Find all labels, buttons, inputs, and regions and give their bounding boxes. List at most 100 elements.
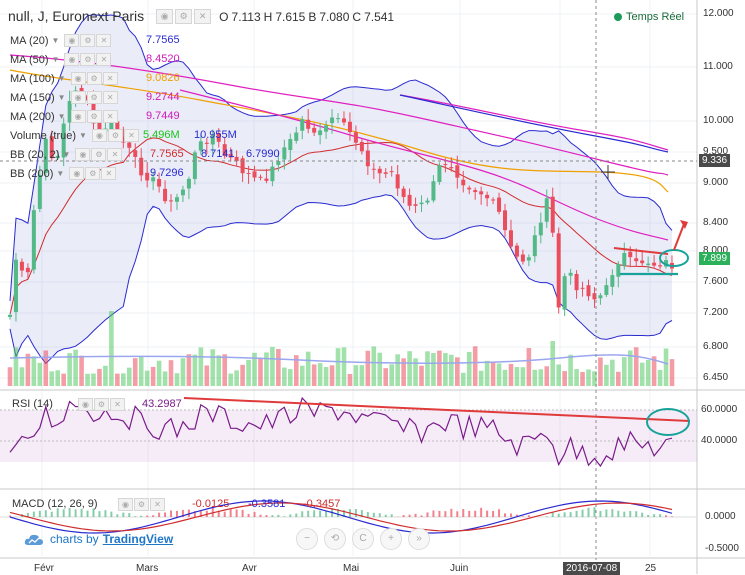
volume-bar-16 <box>103 366 108 386</box>
chevron-down-icon[interactable]: ▼ <box>52 55 60 64</box>
candle-body-5 <box>38 175 42 209</box>
indicator-row[interactable]: MA (20)▼◉⚙✕ <box>10 34 111 47</box>
macd-hist-19 <box>122 513 124 517</box>
chevron-down-icon[interactable]: ▼ <box>52 36 60 45</box>
settings-icon[interactable]: ⚙ <box>85 167 100 180</box>
indicator-row[interactable]: Volume (true)▼◉⚙✕ <box>10 129 139 142</box>
eye-icon[interactable]: ◉ <box>156 9 173 24</box>
candle-body-23 <box>145 173 149 181</box>
indicator-row[interactable]: MA (200)▼◉⚙✕ <box>10 110 118 123</box>
rsi-eye-icon[interactable]: ◉ <box>78 398 93 411</box>
rsi-close-icon[interactable]: ✕ <box>110 398 125 411</box>
scroll-left-button[interactable]: C <box>352 528 374 550</box>
volume-bar-10 <box>67 353 72 386</box>
macd-settings-icon[interactable]: ⚙ <box>134 498 149 511</box>
eye-icon[interactable]: ◉ <box>71 72 86 85</box>
macd-hist-109 <box>659 514 661 517</box>
settings-icon[interactable]: ⚙ <box>87 91 102 104</box>
volume-bar-63 <box>383 368 388 386</box>
price-axis-label: 6.450 <box>703 372 728 383</box>
eye-icon[interactable]: ◉ <box>69 167 84 180</box>
indicator-row[interactable]: MA (150)▼◉⚙✕ <box>10 91 118 104</box>
indicator-row[interactable]: MA (100)▼◉⚙✕ <box>10 72 118 85</box>
volume-bar-93 <box>562 371 567 386</box>
candle-body-42 <box>258 177 262 178</box>
chevron-down-icon[interactable]: ▼ <box>58 112 66 121</box>
indicator-row[interactable]: BB (20, 2)▼◉⚙✕ <box>10 148 122 161</box>
branding-name[interactable]: TradingView <box>103 532 173 546</box>
settings-icon[interactable]: ⚙ <box>80 53 95 66</box>
settings-icon[interactable]: ⚙ <box>80 34 95 47</box>
eye-icon[interactable]: ◉ <box>71 91 86 104</box>
indicator-row[interactable]: MA (50)▼◉⚙✕ <box>10 53 111 66</box>
macd-hist-98 <box>593 507 595 517</box>
macd-hist-38 <box>236 509 238 517</box>
indicator-buttons: ◉⚙✕ <box>71 91 118 104</box>
eye-icon[interactable]: ◉ <box>75 148 90 161</box>
volume-bar-14 <box>91 373 96 386</box>
candle-body-74 <box>449 167 453 168</box>
volume-bar-36 <box>222 354 227 386</box>
chevron-down-icon[interactable]: ▼ <box>56 169 64 178</box>
eye-icon[interactable]: ◉ <box>92 129 107 142</box>
eye-icon[interactable]: ◉ <box>64 53 79 66</box>
zoom-out-button[interactable]: − <box>296 528 318 550</box>
volume-bar-94 <box>568 355 573 386</box>
close-icon[interactable]: ✕ <box>103 91 118 104</box>
candle-body-48 <box>294 132 298 140</box>
volume-bar-44 <box>270 347 275 386</box>
volume-bar-32 <box>199 347 204 386</box>
macd-close-icon[interactable]: ✕ <box>150 498 165 511</box>
macd-eye-icon[interactable]: ◉ <box>118 498 133 511</box>
chevron-down-icon[interactable]: ▼ <box>79 131 87 140</box>
volume-bar-87 <box>527 348 532 386</box>
chevron-down-icon[interactable]: ▼ <box>58 74 66 83</box>
close-icon[interactable]: ✕ <box>194 9 211 24</box>
volume-bar-100 <box>604 365 609 386</box>
scroll-right-button[interactable]: » <box>408 528 430 550</box>
close-icon[interactable]: ✕ <box>103 72 118 85</box>
volume-bar-64 <box>389 364 394 386</box>
live-label: Temps Réel <box>626 11 684 23</box>
volume-bar-106 <box>640 363 645 386</box>
chevron-down-icon[interactable]: ▼ <box>58 93 66 102</box>
close-icon[interactable]: ✕ <box>103 110 118 123</box>
chevron-down-icon[interactable]: ▼ <box>63 150 71 159</box>
rsi-settings-icon[interactable]: ⚙ <box>94 398 109 411</box>
indicator-name: BB (200) <box>10 168 53 180</box>
indicator-row[interactable]: BB (200)▼ ◉⚙✕ <box>10 167 116 180</box>
volume-bar-43 <box>264 352 269 386</box>
settings-icon[interactable]: ⚙ <box>91 148 106 161</box>
close-icon[interactable]: ✕ <box>107 148 122 161</box>
candle-body-94 <box>569 273 573 276</box>
zoom-in-button[interactable]: + <box>380 528 402 550</box>
macd-hist-90 <box>546 516 548 517</box>
settings-icon[interactable]: ⚙ <box>87 72 102 85</box>
settings-icon[interactable]: ⚙ <box>108 129 123 142</box>
volume-bar-65 <box>395 354 400 386</box>
candle-body-95 <box>575 274 579 290</box>
close-icon[interactable]: ✕ <box>101 167 116 180</box>
settings-icon[interactable]: ⚙ <box>175 9 192 24</box>
candle-body-93 <box>563 276 567 309</box>
macd-hist-70 <box>426 512 428 517</box>
price-axis-label: 12.000 <box>703 8 734 19</box>
macd-hist-103 <box>623 512 625 517</box>
close-icon[interactable]: ✕ <box>96 34 111 47</box>
close-icon[interactable]: ✕ <box>124 129 139 142</box>
volume-bar-4 <box>32 356 37 386</box>
macd-hist-25 <box>158 513 160 517</box>
tradingview-logo[interactable]: charts by TradingView <box>24 532 173 546</box>
settings-icon[interactable]: ⚙ <box>87 110 102 123</box>
close-icon[interactable]: ✕ <box>96 53 111 66</box>
volume-bar-92 <box>556 364 561 386</box>
symbol-title[interactable]: null, J, Euronext Paris <box>8 8 144 24</box>
branding-prefix: charts by <box>50 532 99 546</box>
macd-hist-73 <box>444 511 446 517</box>
volume-bar-61 <box>372 346 377 386</box>
eye-icon[interactable]: ◉ <box>71 110 86 123</box>
volume-bar-51 <box>312 364 317 386</box>
reset-button[interactable]: ⟲ <box>324 528 346 550</box>
eye-icon[interactable]: ◉ <box>64 34 79 47</box>
